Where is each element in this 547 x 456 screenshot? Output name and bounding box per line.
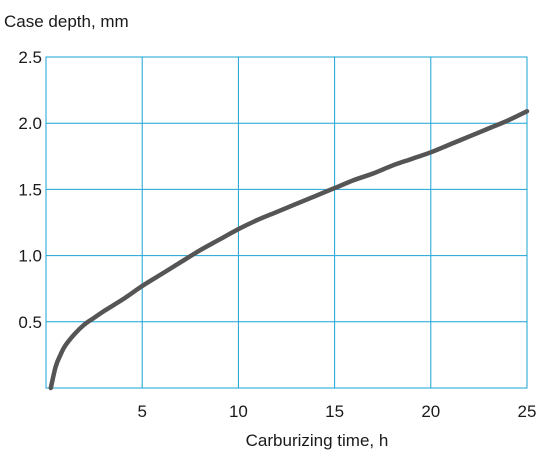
y-tick-label-2.0: 2.0	[18, 114, 42, 133]
x-tick-label-10: 10	[229, 402, 248, 421]
x-tick-label-15: 15	[325, 402, 344, 421]
y-tick-label-1.0: 1.0	[18, 247, 42, 266]
y-axis-label: Case depth, mm	[4, 12, 129, 31]
series-line-group	[48, 109, 530, 391]
x-tick-label-20: 20	[421, 402, 440, 421]
y-tick-label-1.5: 1.5	[18, 180, 42, 199]
plot-border	[45, 56, 528, 389]
y-tick-label-0.5: 0.5	[18, 313, 42, 332]
tick-labels: 5 10 15 20 25 0.5 1.0 1.5 2.0 2.5	[18, 48, 536, 421]
grid	[45, 56, 528, 389]
series-line-0	[48, 109, 530, 391]
x-axis-label: Carburizing time, h	[246, 431, 389, 450]
x-tick-label-5: 5	[137, 402, 146, 421]
y-tick-label-2.5: 2.5	[18, 48, 42, 67]
x-tick-label-25: 25	[518, 402, 537, 421]
